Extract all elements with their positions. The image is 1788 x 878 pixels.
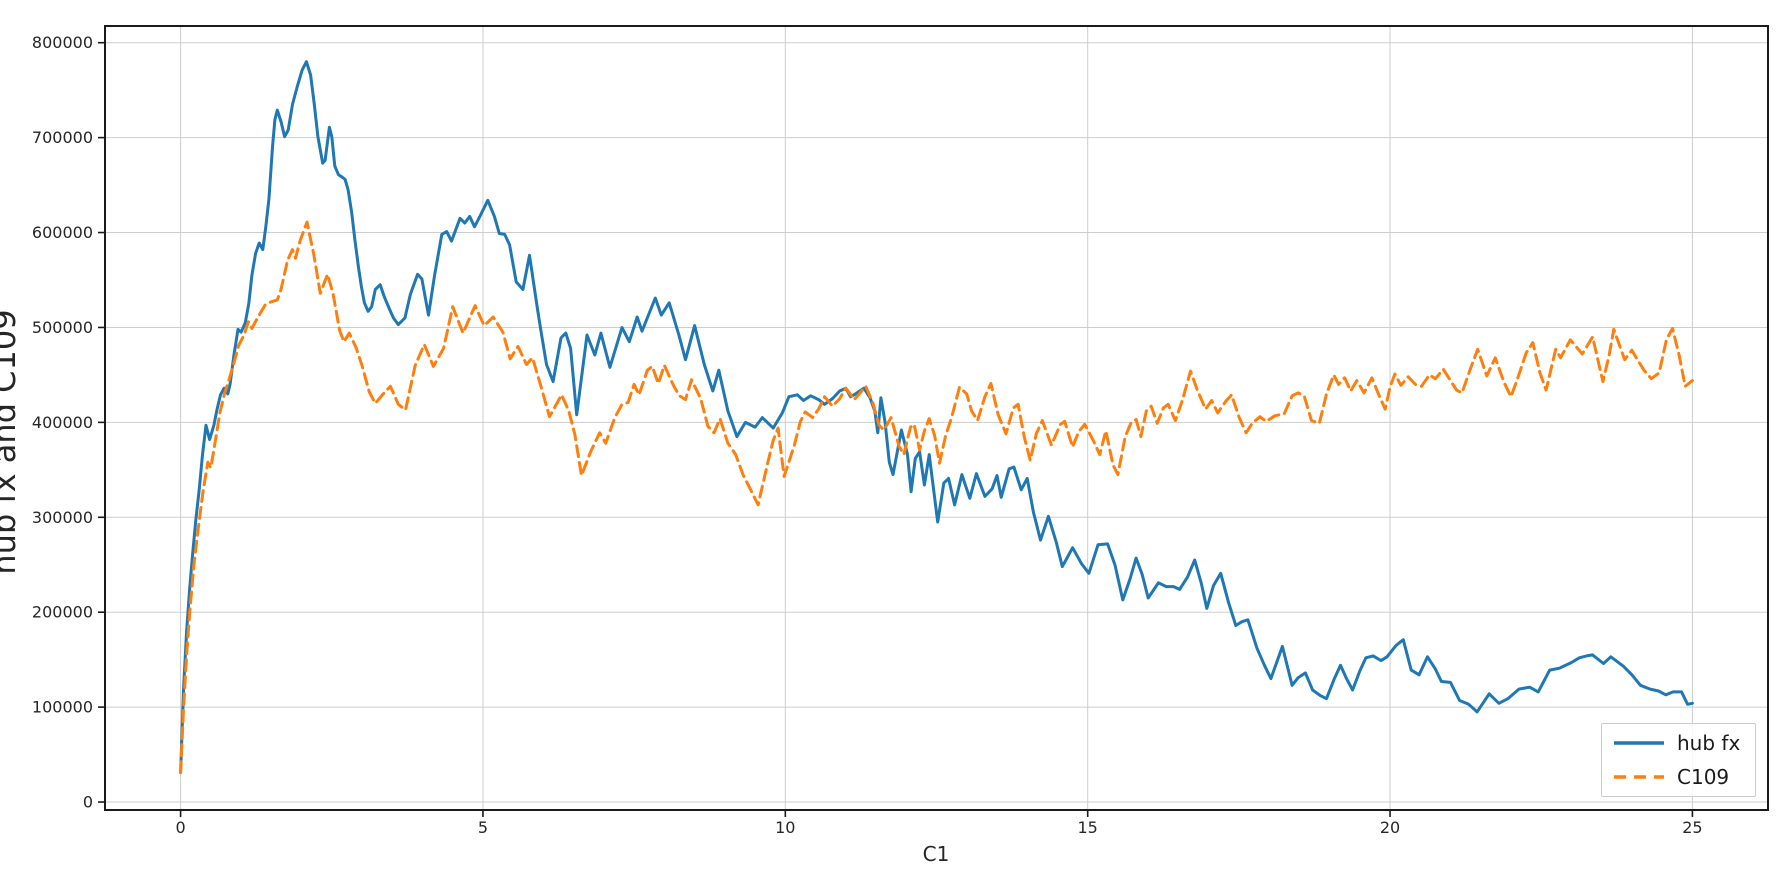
x-axis-label: C1 <box>922 842 950 866</box>
legend-line-dashed-icon <box>1614 775 1664 779</box>
legend-label: C109 <box>1677 765 1730 789</box>
y-tick-label: 200000 <box>32 603 93 622</box>
x-tick-label: 10 <box>775 818 795 837</box>
legend-item-hub-fx: hub fx <box>1602 733 1755 753</box>
legend-item-c109: C109 <box>1602 767 1755 787</box>
y-tick-label: 600000 <box>32 223 93 242</box>
y-tick-label: 300000 <box>32 508 93 527</box>
legend-line-solid-icon <box>1614 741 1664 745</box>
x-tick-label: 20 <box>1380 818 1400 837</box>
x-tick-label: 25 <box>1682 818 1702 837</box>
y-tick-label: 800000 <box>32 33 93 52</box>
axes-spines <box>104 25 1769 811</box>
legend: hub fx C109 <box>1601 723 1756 797</box>
y-tick-label: 100000 <box>32 698 93 717</box>
y-tick-label: 0 <box>83 793 93 812</box>
legend-label: hub fx <box>1677 731 1741 755</box>
y-tick-label: 500000 <box>32 318 93 337</box>
series-line-hub-fx <box>179 60 1694 775</box>
x-tick-label: 15 <box>1078 818 1098 837</box>
y-tick-label: 400000 <box>32 413 93 432</box>
series-line-c109 <box>179 220 1694 775</box>
y-tick-label: 700000 <box>32 128 93 147</box>
x-tick-label: 0 <box>175 818 185 837</box>
y-axis-label: hub fx and C109 <box>0 309 23 575</box>
x-tick-label: 5 <box>478 818 488 837</box>
